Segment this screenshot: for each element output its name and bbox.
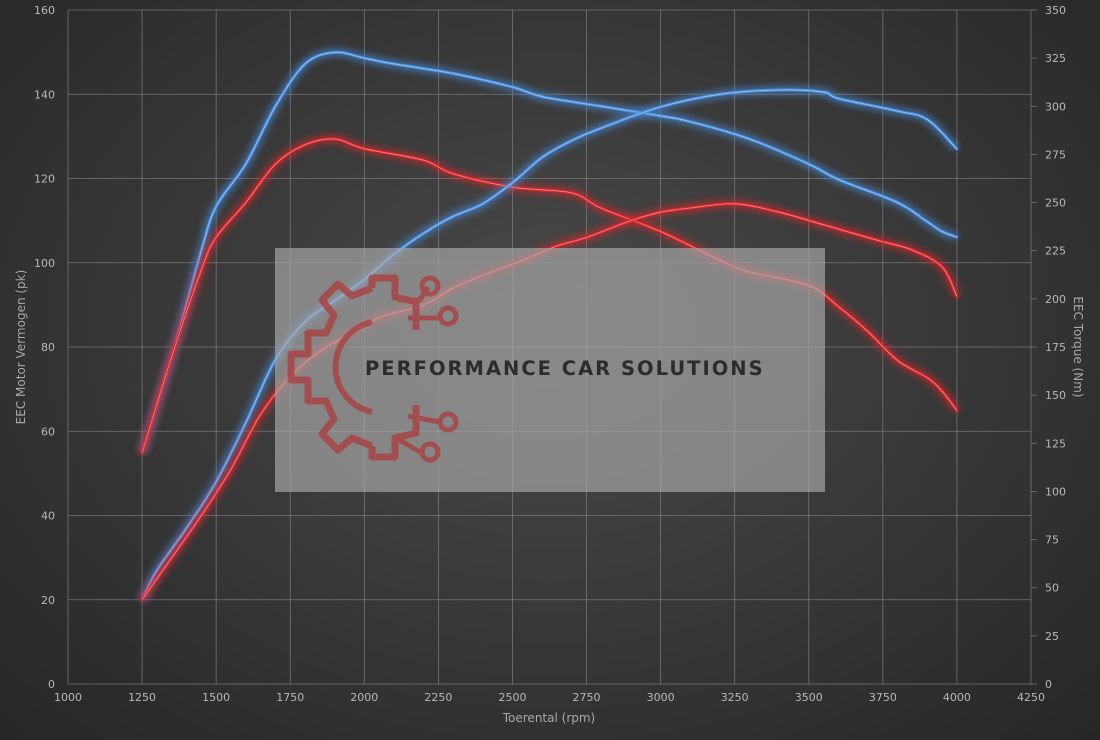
y-axis-right-title: EEC Torque (Nm) (1071, 296, 1085, 397)
y-left-tick-label: 100 (34, 257, 55, 270)
x-tick-label: 2500 (498, 691, 526, 704)
series-line (140, 50, 959, 455)
x-tick-label: 4250 (1017, 691, 1045, 704)
x-tick-label: 1500 (202, 691, 230, 704)
y-right-tick-label: 0 (1045, 678, 1052, 691)
x-tick-label: 4000 (943, 691, 971, 704)
y-left-tick-label: 120 (34, 173, 55, 186)
x-axis-title: Toerental (rpm) (502, 711, 595, 725)
y-left-tick-label: 0 (48, 678, 55, 691)
y-right-tick-label: 25 (1045, 630, 1059, 643)
x-tick-label: 1750 (276, 691, 304, 704)
y-axis-left-title: EEC Motor Vermogen (pk) (14, 270, 28, 425)
y-right-tick-label: 350 (1045, 4, 1066, 17)
series-stock-left (138, 85, 961, 602)
y-left-tick-label: 60 (41, 425, 55, 438)
y-right-tick-label: 100 (1045, 485, 1066, 498)
x-tick-label: 3750 (869, 691, 897, 704)
y-right-tick-label: 275 (1045, 148, 1066, 161)
y-left-tick-label: 140 (34, 88, 55, 101)
x-tick-label: 3000 (647, 691, 675, 704)
series-tuned-right (137, 134, 961, 455)
y-left-tick-label: 160 (34, 4, 55, 17)
tick-labels: 1000 1250 1500 1750 2000 2250 2500 2750 3000 3250… (34, 4, 1066, 704)
x-tick-label: 1000 (54, 691, 82, 704)
y-right-tick-label: 175 (1045, 341, 1066, 354)
x-tick-label: 2000 (350, 691, 378, 704)
y-right-tick-label: 225 (1045, 245, 1066, 258)
y-right-tick-label: 200 (1045, 293, 1066, 306)
series-line (140, 88, 959, 602)
gear-circuit-icon (287, 274, 459, 463)
series-highlight (141, 51, 958, 454)
watermark: PERFORMANCE CAR SOLUTIONS (275, 248, 825, 492)
x-tick-label: 2250 (424, 691, 452, 704)
y-right-tick-label: 75 (1045, 534, 1059, 547)
series-highlight (141, 138, 958, 454)
x-tick-label: 3500 (795, 691, 823, 704)
y-left-tick-label: 20 (41, 594, 55, 607)
watermark-text: PERFORMANCE CAR SOLUTIONS (365, 357, 765, 380)
y-left-tick-label: 80 (41, 341, 55, 354)
y-right-tick-label: 150 (1045, 389, 1066, 402)
x-tick-label: 3250 (721, 691, 749, 704)
x-tick-label: 2750 (573, 691, 601, 704)
series-line (140, 137, 959, 455)
series-highlight (141, 89, 958, 600)
y-right-tick-label: 300 (1045, 100, 1066, 113)
series-stock-right (137, 47, 959, 455)
y-right-tick-label: 250 (1045, 197, 1066, 210)
y-left-tick-label: 40 (41, 510, 55, 523)
y-right-tick-label: 125 (1045, 437, 1066, 450)
x-tick-label: 1250 (128, 691, 156, 704)
y-right-tick-label: 325 (1045, 52, 1066, 65)
y-right-tick-label: 50 (1045, 582, 1059, 595)
